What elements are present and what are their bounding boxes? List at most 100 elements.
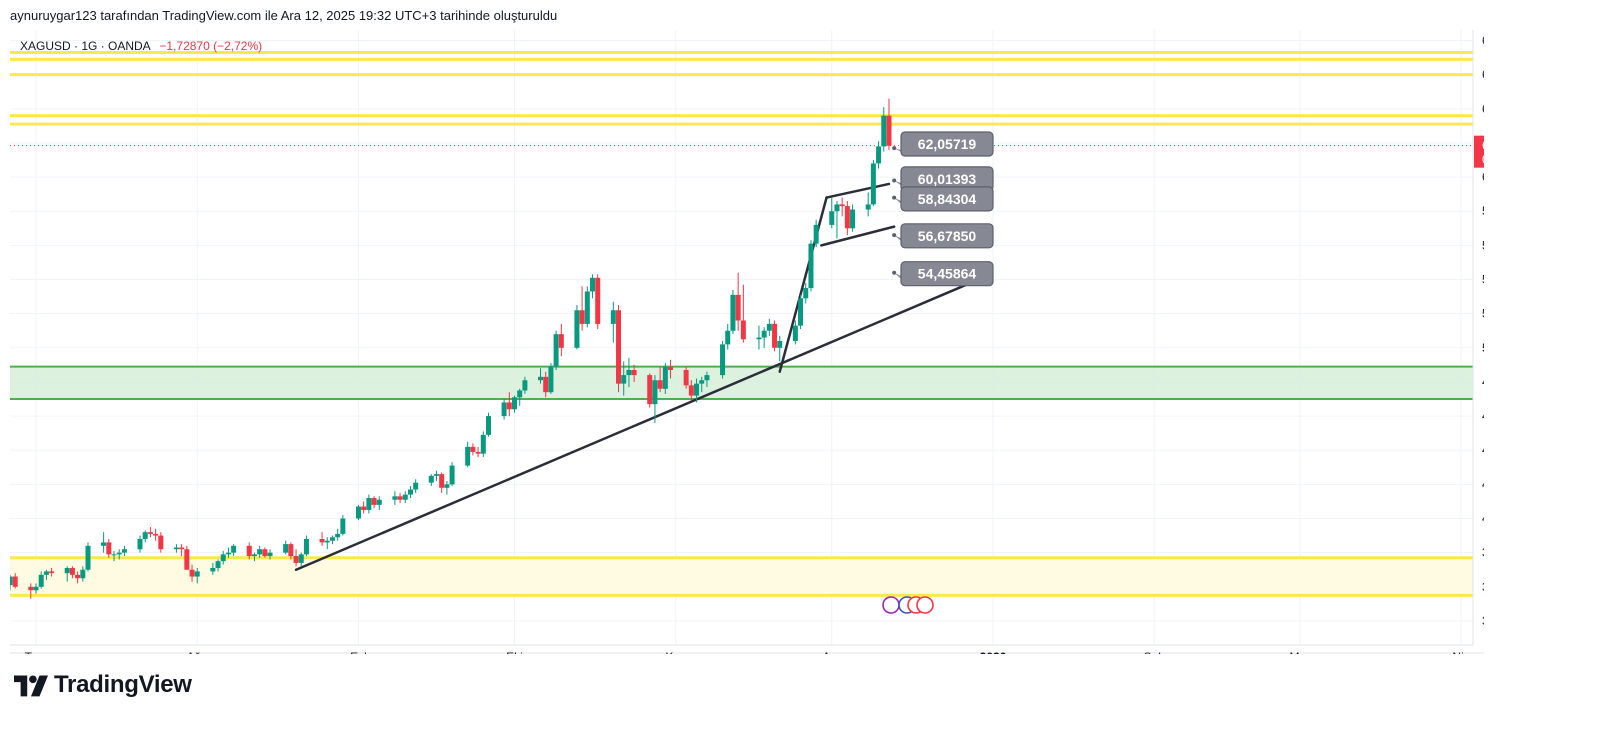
candle-body: [668, 366, 674, 370]
price-tick-label: 42,00000: [1482, 477, 1484, 491]
candle: [106, 538, 112, 558]
candle-body: [246, 545, 252, 557]
candle: [220, 550, 226, 565]
candle: [501, 399, 507, 420]
candle-body: [80, 569, 86, 579]
candle: [595, 274, 601, 330]
candle: [839, 197, 845, 217]
candle-body: [662, 366, 668, 389]
candle-body: [449, 465, 455, 485]
candle: [319, 532, 325, 546]
candle-body: [850, 209, 856, 229]
candle-body: [579, 310, 585, 324]
candle: [179, 544, 185, 557]
annotation-anchor: [892, 178, 897, 183]
candle: [610, 301, 616, 343]
price-tick-label: 56,00000: [1482, 238, 1484, 252]
candle: [361, 501, 367, 514]
candle: [470, 443, 476, 456]
candle: [465, 441, 471, 468]
candle: [735, 272, 741, 331]
candle-body: [283, 544, 289, 553]
candle: [101, 532, 107, 553]
tradingview-brand[interactable]: TradingView: [14, 671, 192, 699]
candle: [865, 192, 871, 217]
candle-body: [329, 537, 335, 541]
candle: [548, 363, 554, 394]
candle: [116, 549, 122, 560]
candle: [704, 371, 710, 388]
candle-body: [371, 498, 377, 505]
time-axis: Tem Ağu Eyl Eki Kas Ara 2026 Şub Mar Nis: [25, 650, 1470, 654]
annotation-box: [900, 131, 994, 157]
candle: [210, 562, 216, 575]
chart-caption: aynuruygar123 tarafından TradingView.com…: [10, 8, 558, 23]
candle-body: [652, 380, 658, 405]
price-chart[interactable]: 62,05719 60,01393 58,84304 56,67850 54,45864…: [10, 30, 1484, 654]
annotation-anchor: [892, 195, 897, 200]
candle: [777, 335, 783, 362]
candle: [772, 320, 778, 352]
candle: [142, 530, 148, 543]
candle-body: [610, 310, 616, 324]
candle: [480, 431, 486, 458]
candle-body: [319, 538, 325, 543]
candle-body: [813, 224, 819, 244]
candle: [397, 492, 403, 504]
candle-body: [730, 294, 736, 331]
candle-body: [106, 542, 112, 555]
candle-body: [147, 532, 153, 534]
candle-body: [616, 310, 622, 384]
annotation-anchor: [892, 233, 897, 238]
candle: [725, 323, 731, 350]
price-annotation: 54,45864: [892, 261, 994, 287]
candle-body: [798, 298, 804, 326]
last-price-value: 61,84120: [1482, 139, 1484, 153]
candle-body: [173, 547, 179, 550]
candle: [683, 366, 689, 389]
time-tick-label: Tem: [25, 650, 48, 654]
candle-body: [772, 323, 778, 348]
candle: [298, 552, 304, 567]
candle-body: [69, 568, 75, 575]
candle-body: [38, 574, 44, 587]
candle: [803, 282, 809, 304]
symbol-legend[interactable]: XAGUSD · 1G · OANDA −1,72870 (−2,72%): [20, 39, 262, 53]
candle: [449, 462, 455, 487]
candle-body: [231, 545, 237, 553]
candle-body: [298, 554, 304, 563]
candle-body: [480, 434, 486, 454]
price-axis: 68,0000066,0000064,0000062,0000060,00000…: [1482, 34, 1484, 628]
time-tick-label: Ara: [822, 650, 841, 654]
candle: [616, 305, 622, 393]
candle-body: [699, 380, 705, 384]
price-tick-label: 36,00000: [1482, 580, 1484, 594]
candle-body: [335, 533, 341, 538]
candle-body: [538, 376, 544, 381]
candle: [75, 571, 81, 584]
candle: [283, 540, 289, 555]
candle-body: [257, 549, 263, 555]
tradingview-logo-icon: [14, 675, 48, 697]
candle-body: [428, 475, 434, 483]
candle: [798, 294, 804, 330]
candle-body: [595, 277, 601, 324]
candle: [38, 571, 44, 589]
candle: [340, 515, 346, 536]
candle-body: [361, 506, 367, 510]
time-tick-label: Kas: [665, 650, 686, 654]
time-tick-label: Eki: [506, 650, 523, 654]
candle: [85, 542, 91, 572]
candle: [517, 388, 523, 406]
candle: [538, 368, 544, 384]
candle-body: [194, 571, 200, 577]
candle: [194, 568, 200, 584]
trendline: [294, 276, 984, 571]
candle-body: [590, 277, 596, 292]
annotation-label: 54,45864: [918, 266, 977, 282]
candle: [740, 284, 746, 343]
candle: [413, 479, 419, 493]
candle: [303, 535, 309, 557]
candle: [376, 496, 382, 510]
candle-body: [548, 366, 554, 393]
